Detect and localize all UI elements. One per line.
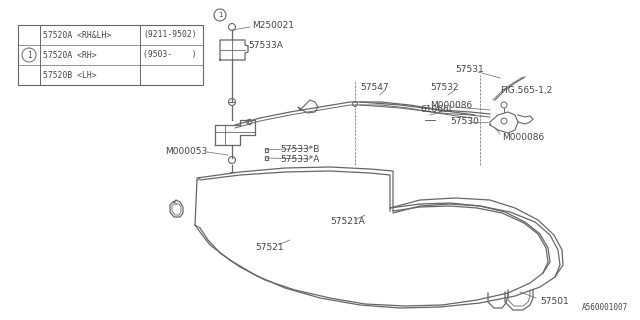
- Text: 57530: 57530: [450, 117, 479, 126]
- Text: 57533*B: 57533*B: [280, 145, 319, 154]
- Text: M000086: M000086: [430, 100, 472, 109]
- Text: 57501: 57501: [540, 298, 569, 307]
- Text: 1: 1: [27, 51, 31, 60]
- Text: (9211-9502): (9211-9502): [143, 30, 196, 39]
- Text: 61066I: 61066I: [420, 106, 451, 115]
- Text: 57520B <LH>: 57520B <LH>: [43, 70, 97, 79]
- Text: 57521A: 57521A: [330, 218, 365, 227]
- Text: 57521: 57521: [255, 244, 284, 252]
- Text: 1: 1: [218, 12, 222, 18]
- Text: M000053: M000053: [165, 148, 207, 156]
- Text: M000086: M000086: [502, 133, 544, 142]
- Text: A560001007: A560001007: [582, 303, 628, 312]
- Bar: [18, 25, 203, 85]
- Text: 57532: 57532: [430, 84, 459, 92]
- Text: FIG.565-1,2: FIG.565-1,2: [500, 85, 552, 94]
- Text: 57520A <RH>: 57520A <RH>: [43, 51, 97, 60]
- Text: 57531: 57531: [455, 66, 484, 75]
- Text: (9503-    ): (9503- ): [143, 51, 196, 60]
- Text: M250021: M250021: [252, 20, 294, 29]
- Text: 57520A <RH&LH>: 57520A <RH&LH>: [43, 30, 111, 39]
- Text: 57533*A: 57533*A: [280, 156, 319, 164]
- Text: 57533A: 57533A: [248, 41, 283, 50]
- Text: 57547: 57547: [360, 84, 388, 92]
